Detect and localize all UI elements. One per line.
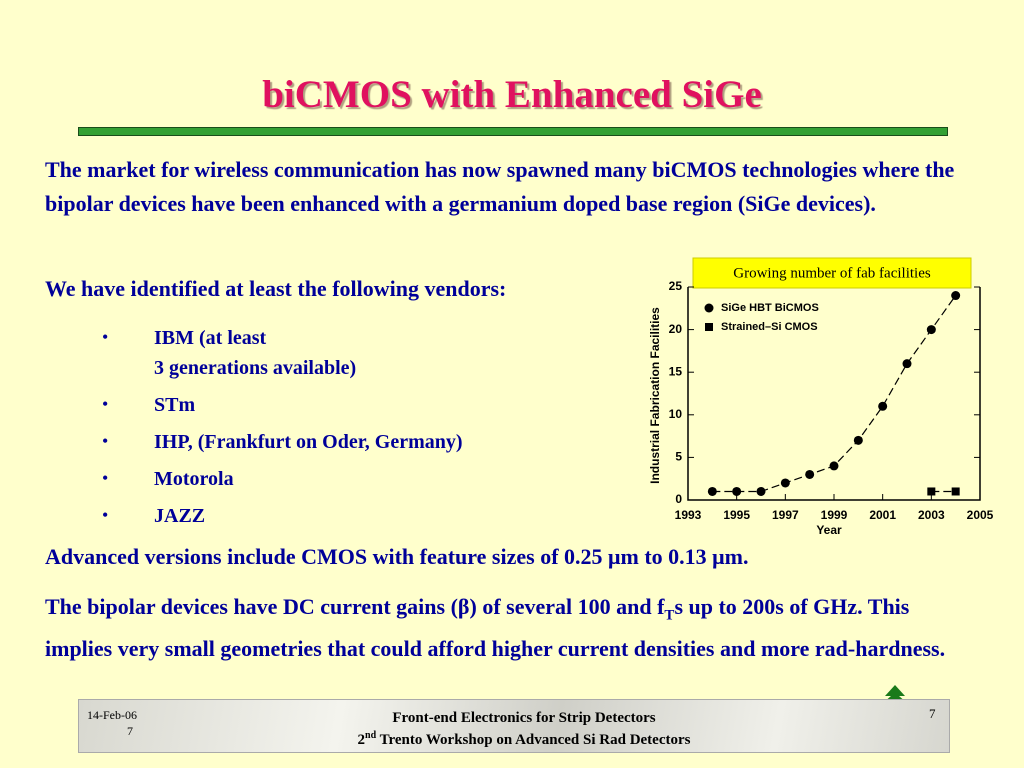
x-tick-label: 1999 [821, 508, 848, 522]
legend-label: SiGe HBT BiCMOS [721, 302, 819, 314]
legend-label: Strained–Si CMOS [721, 321, 818, 333]
text: s up to 200s of GHz. This implies very s… [45, 594, 946, 662]
x-tick-label: 1995 [723, 508, 750, 522]
y-axis-label: Industrial Fabrication Facilities [648, 307, 662, 484]
bullet-marker: • [102, 468, 109, 488]
footer-slide-number: 7 [127, 724, 133, 738]
x-axis-label: Year [816, 523, 842, 537]
advanced-text: Advanced versions include CMOS with feat… [45, 544, 749, 569]
data-point [805, 469, 815, 479]
data-point [878, 401, 888, 411]
data-point [756, 486, 766, 496]
subscript: T [664, 607, 675, 624]
bipolar-text: The bipolar devices have DC current gain… [45, 590, 955, 665]
vendors-intro: We have identified at least the followin… [45, 276, 507, 301]
data-point [707, 486, 717, 496]
bullet-text: IBM (at least [154, 327, 267, 349]
bullet-marker: • [102, 431, 109, 451]
title-rule [78, 127, 948, 136]
bullet-text: IHP, (Frankfurt on Oder, Germany) [154, 431, 463, 453]
text: 2 [357, 732, 366, 748]
data-point [951, 291, 961, 301]
data-point [829, 461, 839, 471]
tree-icon [883, 685, 907, 703]
footer-line1: Front-end Electronics for Strip Detector… [392, 710, 656, 726]
slide-title: biCMOS with Enhanced SiGe [262, 73, 762, 116]
x-tick-label: 2005 [967, 508, 994, 522]
x-tick-label: 1993 [675, 508, 702, 522]
x-tick-label: 2003 [918, 508, 945, 522]
y-tick-label: 15 [669, 364, 683, 378]
annotation-box [692, 257, 972, 289]
data-point [951, 487, 960, 496]
intro-text: The market for wireless communication ha… [45, 157, 955, 216]
text: The bipolar devices have DC current gain… [45, 594, 665, 619]
bullet-text: 3 generations available) [154, 357, 357, 379]
chart: Growing number of fab facilities 0 5 10 15 2… [648, 257, 994, 537]
data-point [926, 325, 936, 335]
superscript: nd [365, 730, 377, 741]
bullet-text: STm [154, 394, 196, 416]
y-tick-label: 10 [669, 407, 683, 421]
data-point [853, 435, 863, 445]
bullet-marker: • [102, 327, 109, 347]
data-point [732, 486, 742, 496]
y-tick-label: 25 [669, 279, 683, 293]
legend-marker [705, 323, 713, 331]
y-tick-label: 5 [675, 450, 682, 464]
x-tick-label: 2001 [869, 508, 896, 522]
data-point [927, 487, 936, 496]
annotation: Growing number of fab facilities [733, 265, 931, 281]
bullet-marker: • [102, 394, 109, 414]
y-tick-label: 0 [675, 492, 682, 506]
footer-line2: 2nd Trento Workshop on Advanced Si Rad D… [79, 730, 969, 749]
bullet-text: Motorola [154, 468, 234, 490]
x-tick-label: 1997 [772, 508, 799, 522]
data-point [902, 359, 912, 369]
footer: 14-Feb-06 7 Front-end Electronics for St… [78, 699, 950, 753]
footer-page: 7 [929, 706, 936, 721]
bullet-marker: • [102, 505, 109, 525]
legend-marker [704, 303, 714, 313]
bullet-text: JAZZ [154, 505, 206, 527]
data-point [780, 478, 790, 488]
text: Trento Workshop on Advanced Si Rad Detec… [376, 732, 691, 748]
y-tick-label: 20 [669, 322, 683, 336]
footer-date: 14-Feb-06 [87, 708, 137, 722]
